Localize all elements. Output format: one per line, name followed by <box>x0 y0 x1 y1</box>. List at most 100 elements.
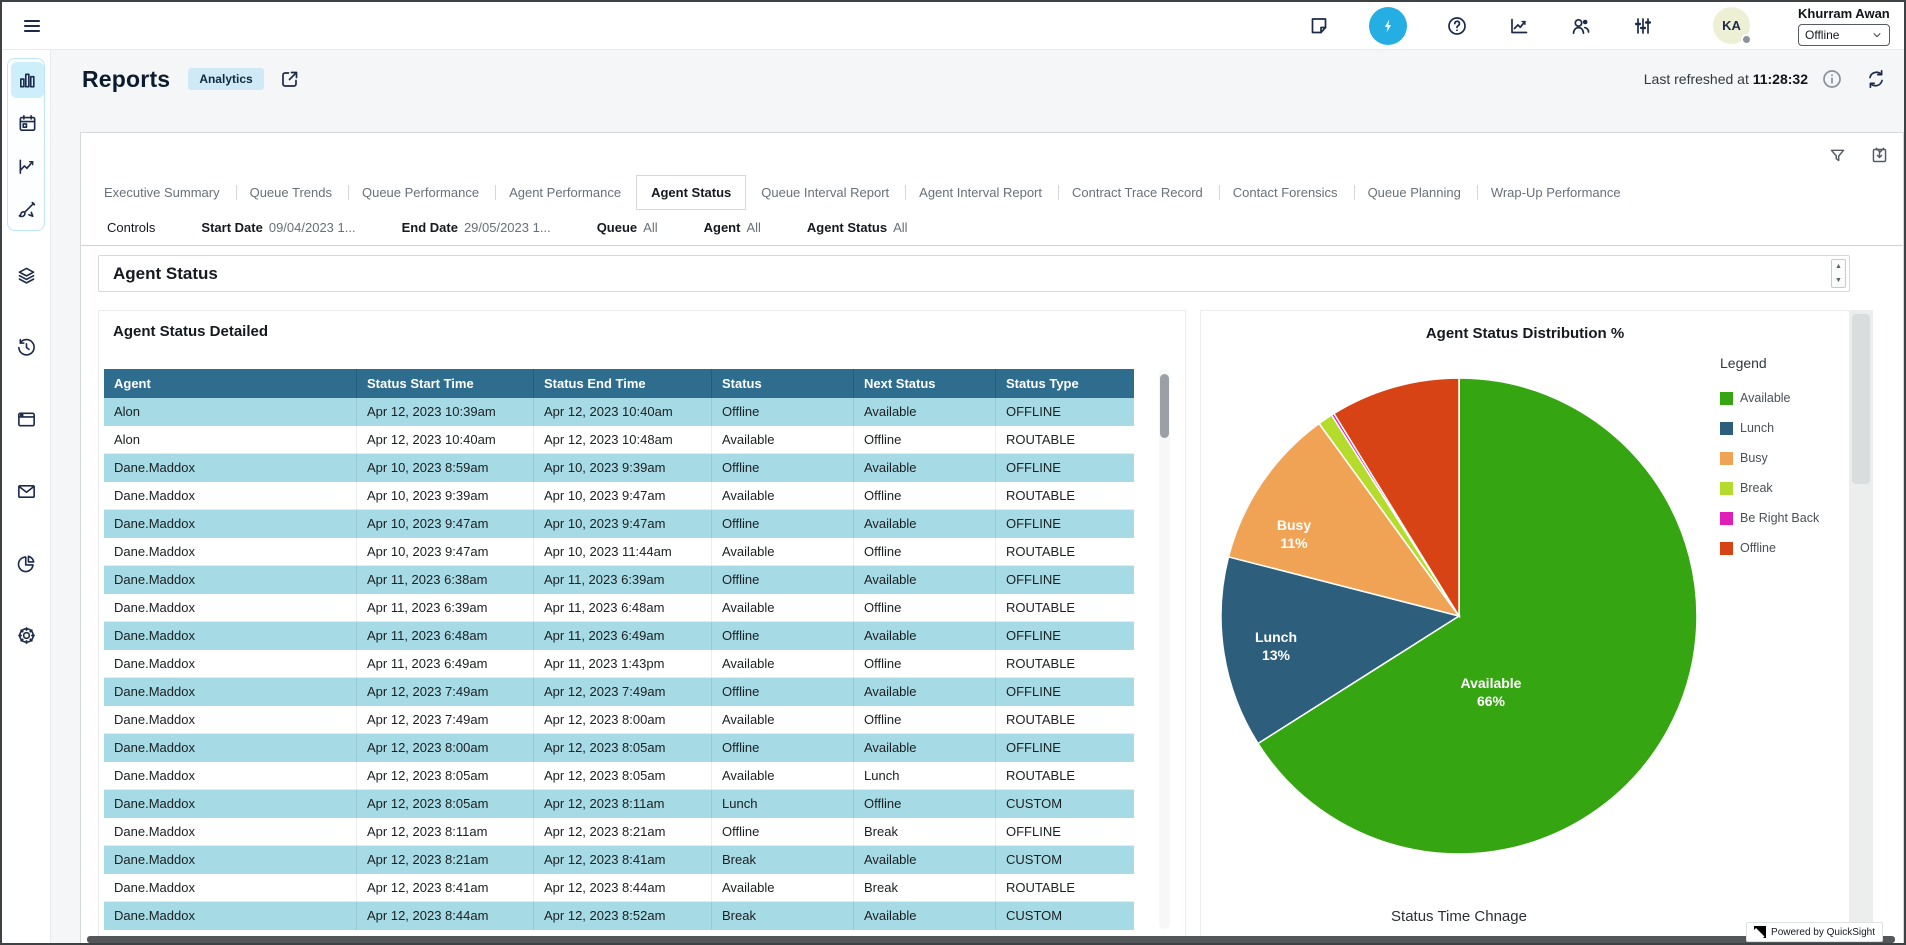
sidebar-item-layers[interactable] <box>10 257 43 293</box>
tab-queue-trends[interactable]: Queue Trends <box>235 175 347 210</box>
agent-presence-select[interactable]: Offline <box>1798 23 1890 46</box>
cell: Offline <box>712 566 854 594</box>
cell: Apr 12, 2023 10:48am <box>534 426 712 453</box>
column-header-status-type[interactable]: Status Type <box>1006 376 1079 391</box>
table-row[interactable]: Dane.Maddox Apr 12, 2023 8:05am Apr 12, 20… <box>104 762 1134 790</box>
table-scrollbar-thumb[interactable] <box>1160 374 1169 438</box>
table-row[interactable]: Dane.Maddox Apr 12, 2023 8:05am Apr 12, 20… <box>104 790 1134 818</box>
sidebar-item-design[interactable] <box>11 191 44 227</box>
table-row[interactable]: Dane.Maddox Apr 12, 2023 8:00am Apr 12, 20… <box>104 734 1134 762</box>
agent-status-table: Agent Status Start Time Status End Time Sta… <box>104 369 1134 937</box>
horizontal-scrollbar-thumb[interactable] <box>87 936 1895 943</box>
table-row[interactable]: Dane.Maddox Apr 10, 2023 9:39am Apr 10, 20… <box>104 482 1134 510</box>
table-row[interactable]: Dane.Maddox Apr 11, 2023 6:48am Apr 11, 20… <box>104 622 1134 650</box>
tab-agent-interval-report[interactable]: Agent Interval Report <box>904 175 1057 210</box>
sidebar-item-bar-chart[interactable] <box>11 62 44 98</box>
table-row[interactable]: Dane.Maddox Apr 10, 2023 9:47am Apr 10, 20… <box>104 538 1134 566</box>
legend-item-available[interactable]: Available <box>1720 391 1819 405</box>
table-row[interactable]: Dane.Maddox Apr 12, 2023 8:11am Apr 12, 20… <box>104 818 1134 846</box>
legend-item-be-right-back[interactable]: Be Right Back <box>1720 511 1819 525</box>
legend-item-lunch[interactable]: Lunch <box>1720 421 1819 435</box>
sidebar-item-calendar[interactable] <box>11 105 44 141</box>
tab-queue-performance[interactable]: Queue Performance <box>347 175 494 210</box>
sidebar-item-window[interactable] <box>10 401 43 437</box>
column-header-status[interactable]: Status <box>712 369 854 398</box>
legend-label: Busy <box>1740 451 1768 465</box>
column-header-status-end-time[interactable]: Status End Time <box>534 369 712 398</box>
table-row[interactable]: Dane.Maddox Apr 11, 2023 6:38am Apr 11, 20… <box>104 566 1134 594</box>
sidebar-item-settings[interactable] <box>10 617 43 653</box>
pie-slice-available[interactable] <box>1256 377 1698 855</box>
metrics-icon[interactable] <box>1507 14 1531 38</box>
filter-end-date[interactable]: End Date 29/05/2023 1... <box>401 220 551 235</box>
sidebar-item-history[interactable] <box>10 329 43 365</box>
column-header-status-start-time[interactable]: Status Start Time <box>357 369 534 398</box>
refresh-icon[interactable] <box>1864 67 1888 91</box>
tab-contract-trace-record[interactable]: Contract Trace Record <box>1057 175 1218 210</box>
cell: Apr 11, 2023 6:38am <box>357 566 534 594</box>
cell: Available <box>712 482 854 509</box>
table-row[interactable]: Dane.Maddox Apr 10, 2023 8:59am Apr 10, 20… <box>104 454 1134 482</box>
filter-agent-status[interactable]: Agent Status All <box>806 220 908 235</box>
table-row[interactable]: Dane.Maddox Apr 12, 2023 7:49am Apr 12, 20… <box>104 678 1134 706</box>
pie-slice-offline[interactable] <box>1332 377 1460 619</box>
table-row[interactable]: Alon Apr 12, 2023 10:40am Apr 12, 2023 10:… <box>104 426 1134 454</box>
table-row[interactable]: Dane.Maddox Apr 12, 2023 8:41am Apr 12, 20… <box>104 874 1134 902</box>
info-icon[interactable] <box>1820 67 1844 91</box>
tab-queue-planning[interactable]: Queue Planning <box>1353 175 1476 210</box>
stepper-up-icon[interactable]: ▲ <box>1835 263 1842 271</box>
hamburger-menu-icon[interactable] <box>20 14 44 38</box>
table-row[interactable]: Dane.Maddox Apr 11, 2023 6:39am Apr 11, 20… <box>104 594 1134 622</box>
page-header: Reports Analytics Last refreshed at 11:2… <box>52 50 1904 108</box>
filter-icon[interactable] <box>1825 143 1849 167</box>
powered-by-badge: Powered by QuickSight <box>1746 922 1883 942</box>
notes-icon[interactable] <box>1307 14 1331 38</box>
cell: Available <box>854 734 996 762</box>
legend-item-busy[interactable]: Busy <box>1720 451 1819 465</box>
tab-agent-status[interactable]: Agent Status <box>636 175 747 210</box>
external-link-icon[interactable] <box>278 67 302 91</box>
filter-agent[interactable]: Agent All <box>703 220 761 235</box>
avatar[interactable]: KA <box>1713 7 1752 45</box>
sidebar-item-line-chart[interactable] <box>11 148 44 184</box>
sidebar-item-pie-chart[interactable] <box>10 545 43 581</box>
legend-item-break[interactable]: Break <box>1720 481 1819 495</box>
column-header-next-status[interactable]: Next Status <box>854 369 996 398</box>
tab-executive-summary[interactable]: Executive Summary <box>104 185 220 200</box>
legend-swatch <box>1720 451 1733 465</box>
filter-queue[interactable]: Queue All <box>596 220 658 235</box>
pie-slice-lunch[interactable] <box>1220 555 1461 745</box>
tab-agent-performance[interactable]: Agent Performance <box>494 175 636 210</box>
stepper-down-icon[interactable]: ▼ <box>1835 276 1842 284</box>
column-header-agent[interactable]: Agent <box>104 369 357 398</box>
table-row[interactable]: Dane.Maddox Apr 12, 2023 7:49am Apr 12, 20… <box>104 706 1134 734</box>
help-icon[interactable] <box>1445 14 1469 38</box>
tab-contact-forensics[interactable]: Contact Forensics <box>1218 175 1353 210</box>
sidebar-item-mail[interactable] <box>10 473 43 509</box>
cell: Apr 10, 2023 9:39am <box>534 454 712 482</box>
cell: Available <box>854 510 996 538</box>
export-icon[interactable] <box>1867 143 1891 167</box>
table-row[interactable]: Dane.Maddox Apr 10, 2023 9:47am Apr 10, 20… <box>104 510 1134 538</box>
last-refreshed-text: Last refreshed at 11:28:32 <box>1644 71 1808 87</box>
tab-wrap-up-performance[interactable]: Wrap-Up Performance <box>1476 175 1636 210</box>
users-icon[interactable] <box>1569 14 1593 38</box>
flash-icon[interactable] <box>1369 6 1407 45</box>
presence-dot <box>1741 34 1752 45</box>
table-row[interactable]: Alon Apr 12, 2023 10:39am Apr 12, 2023 10:… <box>104 398 1134 426</box>
cell: Available <box>854 398 996 426</box>
legend-swatch <box>1720 391 1733 405</box>
cell: Apr 12, 2023 8:05am <box>534 734 712 762</box>
table-row[interactable]: Dane.Maddox Apr 12, 2023 8:44am Apr 12, 20… <box>104 902 1134 930</box>
cell: Dane.Maddox <box>104 762 357 789</box>
dashboard-scrollbar-thumb[interactable] <box>1852 314 1870 484</box>
cell: Available <box>854 678 996 706</box>
legend-item-offline[interactable]: Offline <box>1720 541 1819 555</box>
tab-queue-interval-report[interactable]: Queue Interval Report <box>761 185 890 200</box>
filter-start-date[interactable]: Start Date 09/04/2023 1... <box>201 220 356 235</box>
table-row[interactable]: Dane.Maddox Apr 11, 2023 6:49am Apr 11, 20… <box>104 650 1134 678</box>
table-row-partial[interactable] <box>104 930 1134 937</box>
pie-slice-busy[interactable] <box>1227 422 1461 618</box>
sliders-icon[interactable] <box>1631 14 1655 38</box>
table-row[interactable]: Dane.Maddox Apr 12, 2023 8:21am Apr 12, 20… <box>104 846 1134 874</box>
